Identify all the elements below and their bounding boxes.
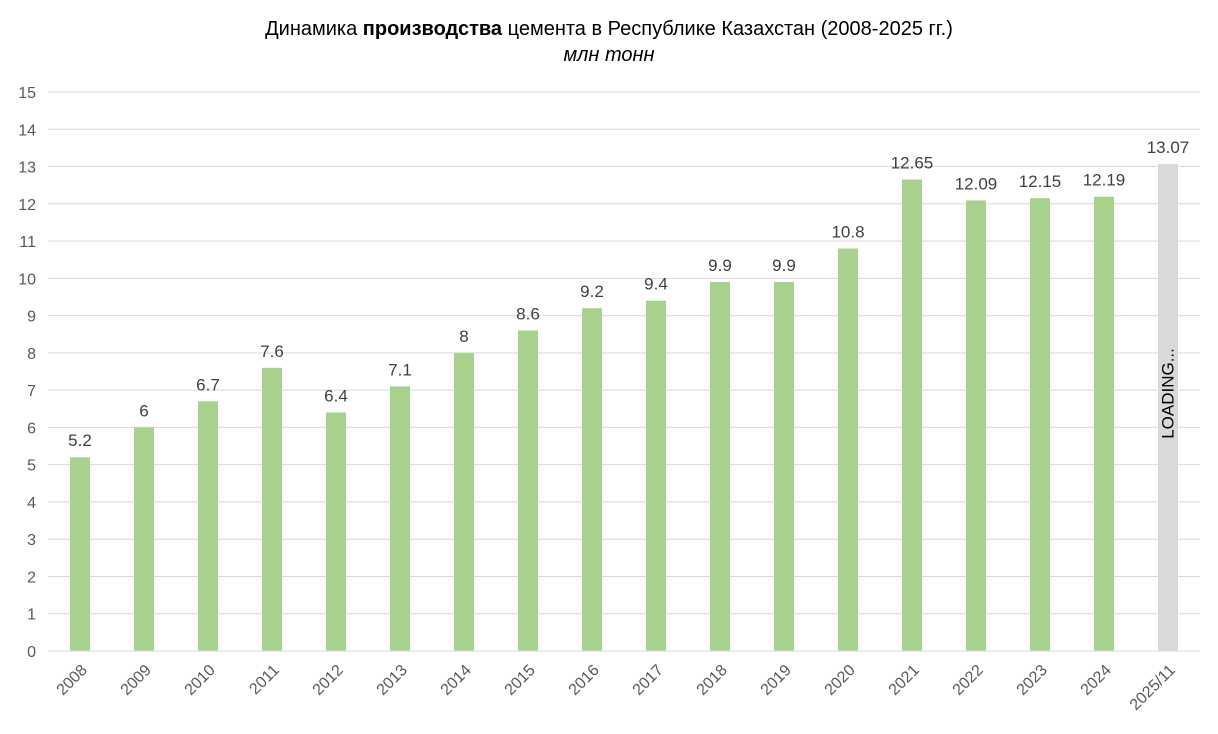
data-label: 6.4 <box>324 386 348 405</box>
bar <box>774 282 794 651</box>
x-tick-label: 2021 <box>886 662 923 699</box>
data-label: 12.19 <box>1083 171 1126 190</box>
bar <box>710 282 730 651</box>
y-tick-label: 2 <box>27 569 36 586</box>
data-label: 5.2 <box>68 431 92 450</box>
data-label: 7.1 <box>388 360 412 379</box>
bar <box>518 330 538 651</box>
x-tick-label: 2011 <box>246 662 282 698</box>
y-tick-label: 5 <box>27 458 36 475</box>
y-tick-label: 0 <box>27 644 36 661</box>
bar <box>326 412 346 651</box>
x-tick-label: 2013 <box>374 662 411 699</box>
x-tick-label: 2025/11 <box>1127 662 1179 714</box>
x-tick-label: 2015 <box>502 662 539 699</box>
bar <box>1030 198 1050 651</box>
y-tick-label: 1 <box>27 607 36 624</box>
bar <box>70 457 90 651</box>
data-label: 8 <box>459 327 468 346</box>
y-tick-label: 3 <box>27 532 36 549</box>
data-label: 12.15 <box>1019 172 1062 191</box>
bar <box>902 179 922 651</box>
x-tick-label: 2010 <box>182 662 219 699</box>
data-label: 13.07 <box>1147 138 1190 157</box>
x-tick-label: 2017 <box>630 662 667 699</box>
data-label: 6 <box>139 401 148 420</box>
x-tick-label: 2008 <box>54 662 91 699</box>
data-label: 10.8 <box>831 223 864 242</box>
chart-subtitle: млн тонн <box>563 44 655 66</box>
data-label: 9.9 <box>772 256 796 275</box>
bar <box>198 401 218 651</box>
x-tick-label: 2009 <box>118 662 155 699</box>
y-tick-label: 13 <box>18 160 36 177</box>
bar <box>646 300 666 651</box>
x-tick-label: 2014 <box>438 662 475 699</box>
bar <box>454 352 474 651</box>
y-tick-label: 9 <box>27 309 36 326</box>
y-tick-label: 12 <box>18 197 36 214</box>
y-tick-label: 7 <box>27 383 36 400</box>
y-tick-label: 4 <box>27 495 36 512</box>
data-label: 6.7 <box>196 375 220 394</box>
chart-title-bold: производства <box>362 18 503 40</box>
data-label: 9.2 <box>580 282 604 301</box>
bar <box>390 386 410 651</box>
loading-label: LOADING... <box>1159 348 1178 439</box>
bar <box>262 367 282 651</box>
bar <box>966 200 986 652</box>
x-tick-label: 2016 <box>566 662 603 699</box>
x-tick-label: 2012 <box>310 662 347 699</box>
chart-title-start: Динамика <box>265 18 363 40</box>
y-tick-label: 10 <box>18 271 36 288</box>
bar <box>838 248 858 651</box>
y-tick-label: 11 <box>19 234 36 251</box>
y-tick-label: 8 <box>27 346 36 363</box>
bar <box>1094 196 1114 651</box>
data-label: 7.6 <box>260 342 284 361</box>
x-tick-label: 2018 <box>694 662 731 699</box>
data-label: 9.4 <box>644 275 668 294</box>
data-label: 9.9 <box>708 256 732 275</box>
data-label: 12.09 <box>955 174 998 193</box>
y-tick-label: 6 <box>27 420 36 437</box>
x-tick-label: 2019 <box>758 662 795 699</box>
y-tick-label: 14 <box>18 122 36 139</box>
chart-title-end: цемента в Республике Казахстан (2008-202… <box>502 18 953 40</box>
chart-title: Динамика производства цемента в Республи… <box>0 18 1218 41</box>
data-label: 8.6 <box>516 305 540 324</box>
bar <box>582 308 602 651</box>
x-tick-label: 2023 <box>1014 662 1051 699</box>
y-tick-label: 15 <box>18 85 36 102</box>
x-tick-label: 2024 <box>1078 662 1115 699</box>
x-tick-label: 2020 <box>822 662 859 699</box>
bar <box>1158 163 1178 651</box>
bar <box>134 427 154 651</box>
x-tick-label: 2022 <box>950 662 987 699</box>
data-label: 12.65 <box>891 154 934 173</box>
